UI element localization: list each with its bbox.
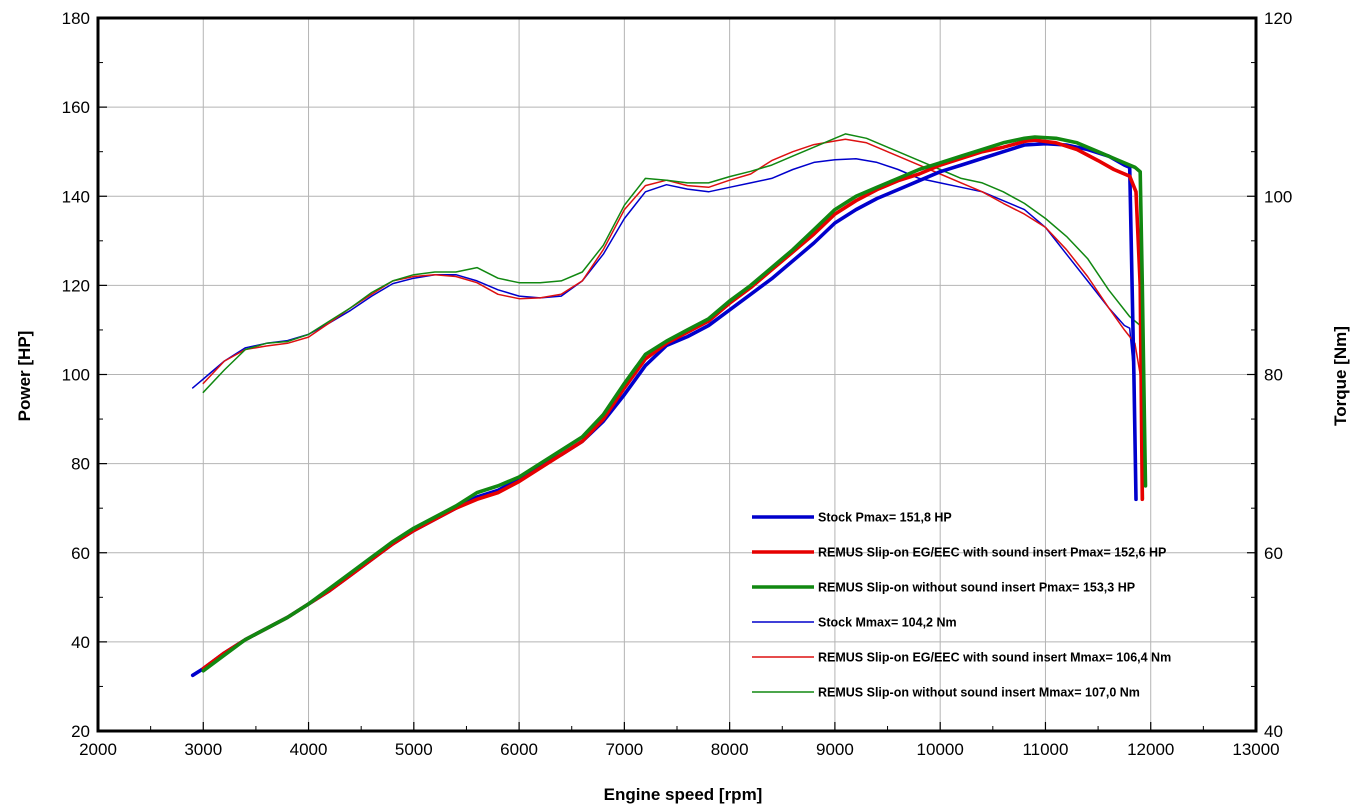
series-layer bbox=[190, 133, 1148, 678]
series-line-6 bbox=[202, 133, 1145, 501]
x-tick-label: 11000 bbox=[1022, 740, 1068, 759]
y-tick-label: 180 bbox=[62, 9, 90, 28]
y-tick-label: 120 bbox=[62, 276, 90, 295]
series-line-4 bbox=[191, 158, 1137, 501]
legend-label: REMUS Slip-on EG/EEC with sound insert P… bbox=[818, 546, 1166, 560]
x-tick-label: 5000 bbox=[395, 740, 433, 759]
y2-tick-label: 40 bbox=[1264, 722, 1283, 741]
y-tick-label: 100 bbox=[62, 366, 90, 385]
y2-tick-label: 120 bbox=[1264, 9, 1292, 28]
y-tick-label: 80 bbox=[71, 455, 90, 474]
x-tick-label: 10000 bbox=[917, 740, 964, 759]
legend-label: REMUS Slip-on without sound insert Pmax=… bbox=[818, 581, 1135, 595]
y2-tick-label: 100 bbox=[1264, 187, 1292, 206]
y-tick-label: 20 bbox=[71, 722, 90, 741]
y-tick-label: 160 bbox=[62, 98, 90, 117]
x-tick-label: 9000 bbox=[816, 740, 854, 759]
legend-label: REMUS Slip-on EG/EEC with sound insert M… bbox=[818, 651, 1171, 665]
y-tick-label: 60 bbox=[71, 544, 90, 563]
x-tick-label: 3000 bbox=[184, 740, 222, 759]
x-tick-label: 8000 bbox=[711, 740, 749, 759]
x-tick-label: 7000 bbox=[605, 740, 643, 759]
x-axis-title: Engine speed [rpm] bbox=[604, 785, 763, 804]
legend-label: REMUS Slip-on without sound insert Mmax=… bbox=[818, 686, 1140, 700]
ticks-layer: 2000 3000 4000 5000 6000 7000 8000 9000 10000 110… bbox=[62, 9, 1293, 759]
x-tick-label: 13000 bbox=[1232, 740, 1279, 759]
y2-axis-title: Torque [Nm] bbox=[1331, 326, 1350, 426]
y2-tick-label: 80 bbox=[1264, 366, 1283, 385]
series-line-3 bbox=[201, 135, 1148, 673]
x-tick-label: 2000 bbox=[79, 740, 117, 759]
y2-tick-label: 60 bbox=[1264, 544, 1283, 563]
legend-label: Stock Mmax= 104,2 Nm bbox=[818, 616, 957, 630]
y-axis-title: Power [HP] bbox=[15, 331, 34, 422]
y-tick-label: 140 bbox=[62, 187, 90, 206]
x-tick-label: 4000 bbox=[290, 740, 328, 759]
x-tick-label: 12000 bbox=[1127, 740, 1174, 759]
y-tick-label: 40 bbox=[71, 633, 90, 652]
series-line-5 bbox=[202, 138, 1144, 501]
legend: Stock Pmax= 151,8 HP REMUS Slip-on EG/EEC… bbox=[752, 511, 1171, 700]
x-tick-label: 6000 bbox=[500, 740, 538, 759]
legend-label: Stock Pmax= 151,8 HP bbox=[818, 511, 952, 525]
